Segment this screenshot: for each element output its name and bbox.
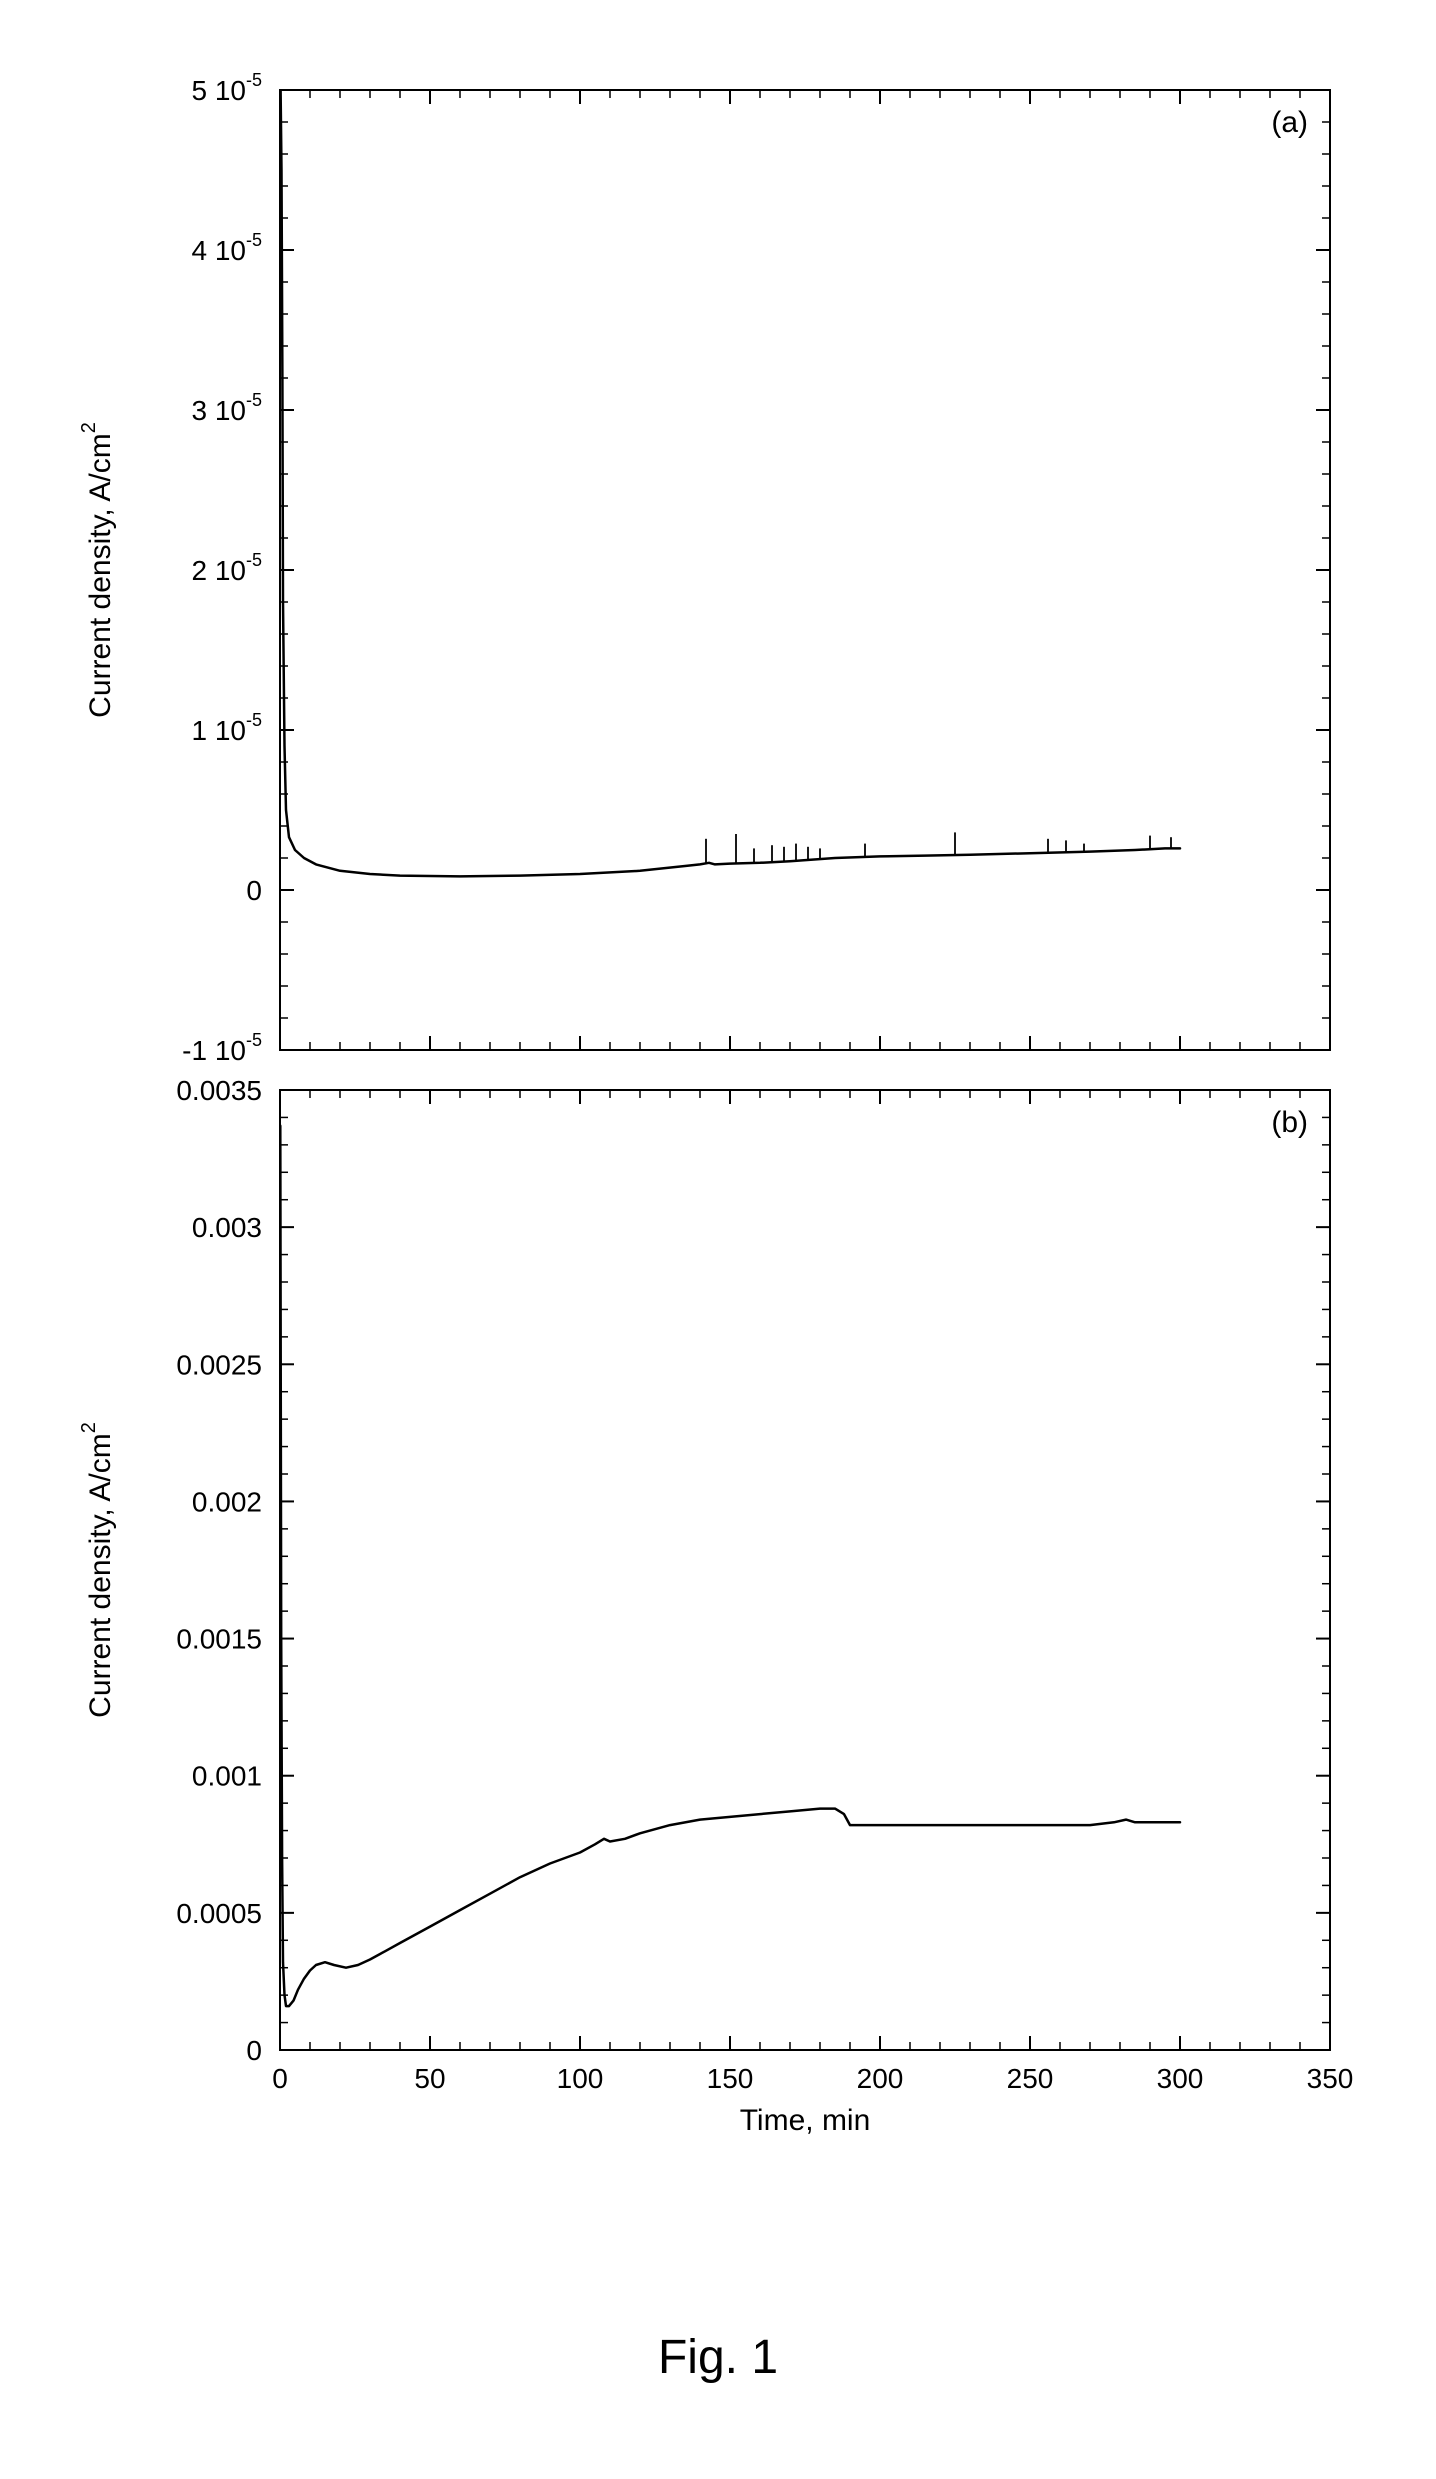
svg-text:4 10-5: 4 10-5 bbox=[191, 230, 262, 266]
page: -1 10-5 0 1 10-5 2 10-5 3 10-5 4 10-5 5 10-5 Cu… bbox=[0, 0, 1436, 2479]
svg-text:Current density, A/cm2: Current density, A/cm2 bbox=[78, 1422, 117, 1718]
svg-text:(b): (b) bbox=[1271, 1106, 1308, 1139]
svg-text:0.0025: 0.0025 bbox=[176, 1349, 262, 1380]
svg-text:50: 50 bbox=[414, 2063, 445, 2094]
svg-text:(a): (a) bbox=[1271, 106, 1308, 139]
svg-text:5 10-5: 5 10-5 bbox=[191, 70, 262, 106]
svg-text:3 10-5: 3 10-5 bbox=[191, 390, 262, 426]
svg-text:0.001: 0.001 bbox=[192, 1761, 262, 1792]
svg-text:0: 0 bbox=[246, 875, 262, 906]
svg-text:0.0005: 0.0005 bbox=[176, 1898, 262, 1929]
figure-caption: Fig. 1 bbox=[0, 2330, 1436, 2385]
svg-text:Time, min: Time, min bbox=[740, 2104, 871, 2137]
svg-text:250: 250 bbox=[1007, 2063, 1054, 2094]
svg-text:200: 200 bbox=[857, 2063, 904, 2094]
svg-text:150: 150 bbox=[707, 2063, 754, 2094]
svg-text:350: 350 bbox=[1307, 2063, 1354, 2094]
svg-text:100: 100 bbox=[557, 2063, 604, 2094]
svg-text:0: 0 bbox=[272, 2063, 288, 2094]
svg-text:0.002: 0.002 bbox=[192, 1486, 262, 1517]
svg-text:1 10-5: 1 10-5 bbox=[191, 710, 262, 746]
svg-text:-1 10-5: -1 10-5 bbox=[182, 1030, 262, 1066]
svg-text:0.003: 0.003 bbox=[192, 1212, 262, 1243]
svg-text:300: 300 bbox=[1157, 2063, 1204, 2094]
svg-text:0: 0 bbox=[246, 2035, 262, 2066]
svg-text:2 10-5: 2 10-5 bbox=[191, 550, 262, 586]
figure-svg: -1 10-5 0 1 10-5 2 10-5 3 10-5 4 10-5 5 10-5 Cu… bbox=[0, 0, 1436, 2479]
svg-text:0.0035: 0.0035 bbox=[176, 1075, 262, 1106]
svg-text:Current density, A/cm2: Current density, A/cm2 bbox=[78, 422, 117, 718]
svg-text:0.0015: 0.0015 bbox=[176, 1624, 262, 1655]
